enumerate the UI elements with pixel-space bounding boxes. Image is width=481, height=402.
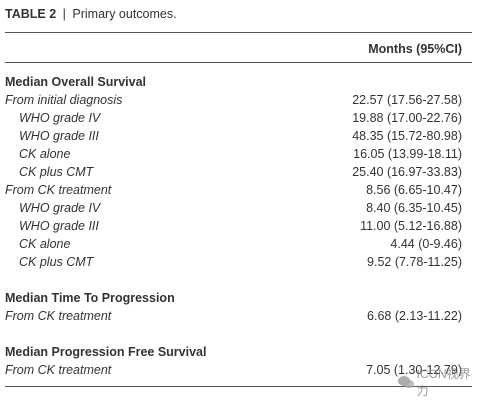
caption-title: Primary outcomes. bbox=[72, 7, 177, 21]
row-label: From initial diagnosis bbox=[5, 93, 123, 107]
caption-separator: | bbox=[62, 7, 66, 21]
row-value: 11.00 (5.12-16.88) bbox=[360, 219, 462, 233]
row-value: 7.05 (1.30-12.79) bbox=[366, 363, 462, 377]
section-heading: Median Time To Progression bbox=[5, 291, 175, 305]
caption-label: TABLE 2 bbox=[5, 7, 57, 21]
watermark-icon bbox=[398, 376, 414, 388]
section-heading: Median Progression Free Survival bbox=[5, 345, 207, 359]
row-value: 6.68 (2.13-11.22) bbox=[367, 309, 462, 323]
row-label: WHO grade IV bbox=[19, 201, 101, 215]
row-label: WHO grade III bbox=[19, 129, 99, 143]
row-label: WHO grade IV bbox=[19, 111, 101, 125]
row-label: From CK treatment bbox=[5, 363, 112, 377]
row-value: 4.44 (0-9.46) bbox=[390, 237, 462, 251]
watermark-text: ICON视界力 bbox=[416, 367, 471, 398]
row-value: 25.40 (16.97-33.83) bbox=[352, 165, 462, 179]
row-value: 22.57 (17.56-27.58) bbox=[352, 93, 462, 107]
section-heading: Median Overall Survival bbox=[5, 75, 147, 89]
row-label: From CK treatment bbox=[5, 183, 112, 197]
row-label: WHO grade III bbox=[19, 219, 99, 233]
row-value: 16.05 (13.99-18.11) bbox=[353, 147, 462, 161]
row-value: 8.40 (6.35-10.45) bbox=[366, 201, 462, 215]
row-label: CK plus CMT bbox=[19, 165, 94, 179]
row-value: 8.56 (6.65-10.47) bbox=[366, 183, 462, 197]
bottom-rule bbox=[5, 386, 472, 387]
row-label: CK alone bbox=[19, 147, 71, 161]
row-label: CK plus CMT bbox=[19, 255, 94, 269]
column-header: Months (95%CI) bbox=[368, 42, 462, 56]
row-value: 9.52 (7.78-11.25) bbox=[367, 255, 462, 269]
header-rule bbox=[5, 62, 472, 63]
row-label: CK alone bbox=[19, 237, 71, 251]
top-rule bbox=[5, 32, 472, 33]
row-label: From CK treatment bbox=[5, 309, 112, 323]
row-value: 19.88 (17.00-22.76) bbox=[352, 111, 462, 125]
row-value: 48.35 (15.72-80.98) bbox=[352, 129, 462, 143]
caption: TABLE 2 | Primary outcomes. bbox=[5, 6, 177, 22]
watermark: ICON视界力 bbox=[398, 365, 481, 399]
